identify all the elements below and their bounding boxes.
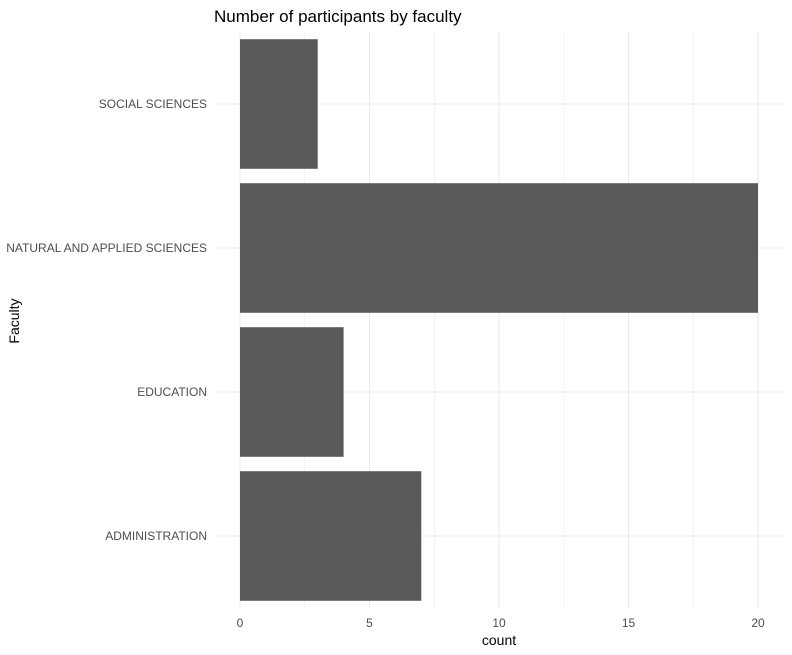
y-tick-label: SOCIAL SCIENCES [99,97,207,111]
y-tick-label: EDUCATION [137,385,207,399]
x-tick-label: 20 [751,616,765,630]
x-tick-labels: 0 5 10 15 20 [237,616,765,630]
bar [240,39,318,169]
bar [240,183,758,313]
bar [240,471,422,601]
chart-title: Number of participants by faculty [214,7,462,26]
x-tick-label: 0 [237,616,244,630]
bars [240,39,758,601]
x-tick-label: 15 [622,616,636,630]
y-tick-label: ADMINISTRATION [105,529,207,543]
x-axis-title: count [482,632,516,648]
x-tick-label: 5 [366,616,373,630]
y-tick-label: NATURAL AND APPLIED SCIENCES [6,241,207,255]
y-tick-labels: SOCIAL SCIENCES NATURAL AND APPLIED SCIEN… [6,97,207,543]
bar [240,327,344,457]
y-axis-title: Faculty [6,298,22,343]
x-tick-label: 10 [492,616,506,630]
